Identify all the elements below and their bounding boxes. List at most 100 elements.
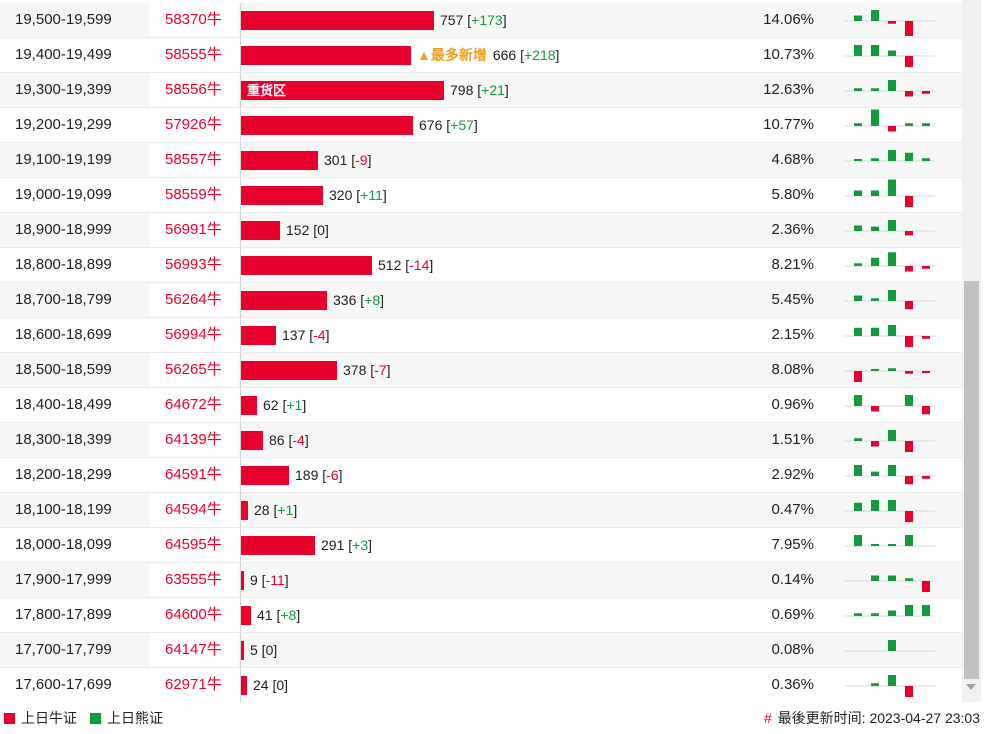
table-row[interactable]: 18,600-18,699 56994牛 137 [-4] 2.15% bbox=[0, 318, 962, 353]
quantity-value: 798 bbox=[450, 82, 474, 98]
warrant-code-link[interactable]: 64594牛 bbox=[165, 501, 222, 518]
table-row[interactable]: 18,400-18,499 64672牛 62 [+1] 0.96% bbox=[0, 388, 962, 423]
quantity-value: 336 bbox=[333, 292, 357, 308]
quantity-bar: 重货区 bbox=[241, 81, 444, 100]
warrant-code-link[interactable]: 56265牛 bbox=[165, 361, 222, 378]
bar-area: 86 [-4] bbox=[240, 423, 691, 457]
code-cell: 57926牛 bbox=[150, 108, 238, 142]
warrant-code-link[interactable]: 58559牛 bbox=[165, 186, 222, 203]
sparkline-bar bbox=[888, 252, 896, 266]
warrant-code-link[interactable]: 58556牛 bbox=[165, 81, 222, 98]
history-sparkline bbox=[845, 430, 935, 452]
warrant-code-link[interactable]: 56991牛 bbox=[165, 221, 222, 238]
table-row[interactable]: 17,700-17,799 64147牛 5 [0] 0.08% bbox=[0, 633, 962, 668]
quantity-change: +11 bbox=[360, 187, 383, 203]
scroll-down-arrow-icon[interactable] bbox=[966, 684, 976, 690]
sparkline-bar bbox=[871, 88, 879, 91]
table-row[interactable]: 18,300-18,399 64139牛 86 [-4] 1.51% bbox=[0, 423, 962, 458]
scrollbar-thumb[interactable] bbox=[964, 281, 979, 679]
quantity-value: 137 bbox=[282, 327, 306, 343]
quantity-change: -7 bbox=[374, 362, 387, 378]
sparkline-bar bbox=[871, 471, 879, 476]
sparkline-bar bbox=[854, 190, 862, 196]
table-row[interactable]: 19,400-19,499 58555牛 ▲最多新增 666 [+218] 10.73% bbox=[0, 38, 962, 73]
table-row[interactable]: 18,000-18,099 64595牛 291 [+3] 7.95% bbox=[0, 528, 962, 563]
sparkline-bar bbox=[888, 50, 896, 56]
bar-value: 137 [-4] bbox=[282, 327, 330, 343]
legend-bull-label: 上日牛证 bbox=[21, 710, 77, 726]
sparkline-bar bbox=[905, 196, 913, 207]
quantity-bar bbox=[241, 116, 413, 135]
strike-range: 19,300-19,399 bbox=[15, 81, 112, 98]
history-sparkline bbox=[845, 465, 935, 485]
table-row[interactable]: 18,100-18,199 64594牛 28 [+1] 0.47% bbox=[0, 493, 962, 528]
quantity-bar bbox=[241, 291, 327, 310]
most-added-tag: ▲最多新增 bbox=[417, 47, 487, 63]
bar-area: 9 [-11] bbox=[240, 563, 691, 597]
table-row[interactable]: 19,100-19,199 58557牛 301 [-9] 4.68% bbox=[0, 143, 962, 178]
table-row[interactable]: 19,300-19,399 58556牛 重货区 798 [+21] 12.63% bbox=[0, 73, 962, 108]
warrant-code-link[interactable]: 62971牛 bbox=[165, 676, 222, 693]
table-row[interactable]: 18,700-18,799 56264牛 336 [+8] 5.45% bbox=[0, 283, 962, 318]
strike-range: 17,700-17,799 bbox=[15, 641, 112, 658]
table-row[interactable]: 18,800-18,899 56993牛 512 [-14] 8.21% bbox=[0, 248, 962, 283]
strike-range: 18,600-18,699 bbox=[15, 326, 112, 343]
sparkline-bar bbox=[871, 10, 879, 21]
sparkline-bar bbox=[905, 395, 913, 406]
warrant-code-link[interactable]: 56264牛 bbox=[165, 291, 222, 308]
warrant-code-link[interactable]: 64147牛 bbox=[165, 641, 222, 658]
warrant-code-link[interactable]: 64591牛 bbox=[165, 466, 222, 483]
table-row[interactable]: 19,200-19,299 57926牛 676 [+57] 10.77% bbox=[0, 108, 962, 143]
table-row[interactable]: 17,900-17,999 63555牛 9 [-11] 0.14% bbox=[0, 563, 962, 598]
warrant-code-link[interactable]: 64139牛 bbox=[165, 431, 222, 448]
percentage: 4.68% bbox=[771, 151, 814, 168]
code-cell: 64139牛 bbox=[150, 423, 238, 457]
sparkline-bar bbox=[854, 395, 862, 406]
quantity-value: 152 bbox=[286, 222, 310, 238]
sparkline-bar bbox=[871, 158, 879, 161]
table-row[interactable]: 19,000-19,099 58559牛 320 [+11] 5.80% bbox=[0, 178, 962, 213]
code-cell: 56991牛 bbox=[150, 213, 238, 247]
quantity-bar bbox=[241, 396, 257, 415]
sparkline-bar bbox=[922, 371, 930, 373]
warrant-code-link[interactable]: 56994牛 bbox=[165, 326, 222, 343]
bar-area: 重货区 798 [+21] bbox=[240, 73, 691, 107]
quantity-value: 41 bbox=[257, 607, 273, 623]
cbbc-distribution-table: 19,500-19,599 58370牛 757 [+173] 14.06% 19,40… bbox=[0, 3, 962, 702]
vertical-scrollbar[interactable] bbox=[962, 0, 981, 702]
warrant-code-link[interactable]: 64672牛 bbox=[165, 396, 222, 413]
warrant-code-link[interactable]: 58555牛 bbox=[165, 46, 222, 63]
quantity-change: 0 bbox=[276, 677, 285, 693]
quantity-bar bbox=[241, 326, 276, 345]
table-row[interactable]: 17,800-17,899 64600牛 41 [+8] 0.69% bbox=[0, 598, 962, 633]
sparkline-bar bbox=[905, 336, 913, 347]
sparkline-bar bbox=[888, 368, 896, 371]
bar-value: 291 [+3] bbox=[321, 537, 372, 553]
sparkline-bar bbox=[888, 179, 896, 196]
warrant-code-link[interactable]: 56993牛 bbox=[165, 256, 222, 273]
warrant-code-link[interactable]: 64600牛 bbox=[165, 606, 222, 623]
bar-area: 378 [-7] bbox=[240, 353, 691, 387]
table-row[interactable]: 18,900-18,999 56991牛 152 [0] 2.36% bbox=[0, 213, 962, 248]
warrant-code-link[interactable]: 58370牛 bbox=[165, 11, 222, 28]
table-row[interactable]: 18,200-18,299 64591牛 189 [-6] 2.92% bbox=[0, 458, 962, 493]
table-row[interactable]: 19,500-19,599 58370牛 757 [+173] 14.06% bbox=[0, 3, 962, 38]
bar-value: 757 [+173] bbox=[440, 12, 507, 28]
sparkline-bar bbox=[871, 683, 879, 686]
warrant-code-link[interactable]: 57926牛 bbox=[165, 116, 222, 133]
warrant-code-link[interactable]: 64595牛 bbox=[165, 536, 222, 553]
table-row[interactable]: 18,500-18,599 56265牛 378 [-7] 8.08% bbox=[0, 353, 962, 388]
percentage: 0.96% bbox=[771, 396, 814, 413]
quantity-bar bbox=[241, 221, 280, 240]
quantity-change: +8 bbox=[364, 292, 381, 308]
warrant-code-link[interactable]: 63555牛 bbox=[165, 571, 222, 588]
quantity-change: -6 bbox=[326, 467, 339, 483]
sparkline-bar bbox=[905, 686, 913, 697]
warrant-code-link[interactable]: 58557牛 bbox=[165, 151, 222, 168]
bar-area: 137 [-4] bbox=[240, 318, 691, 352]
strike-range: 19,100-19,199 bbox=[15, 151, 112, 168]
bar-value: 320 [+11] bbox=[329, 187, 387, 203]
table-row[interactable]: 17,600-17,699 62971牛 24 [0] 0.36% bbox=[0, 668, 962, 702]
quantity-bar bbox=[241, 431, 263, 450]
sparkline-bar bbox=[905, 578, 913, 581]
